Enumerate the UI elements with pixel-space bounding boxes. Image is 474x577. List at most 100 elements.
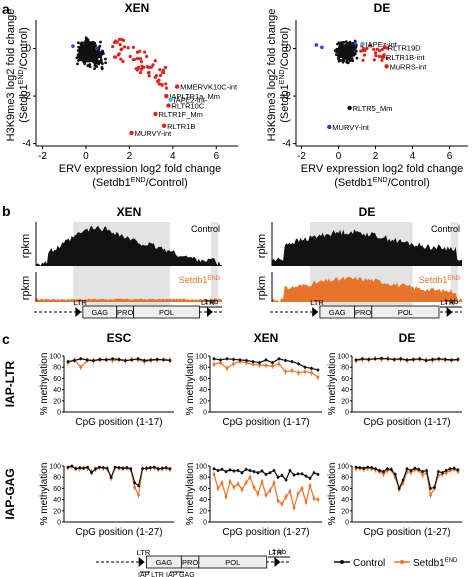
schematic-box	[198, 555, 268, 569]
y-tick-label: 60	[199, 486, 207, 493]
track-label-setdb1: Setdb1END	[179, 275, 221, 285]
x-axis-label: CpG position (1-27)	[363, 527, 450, 538]
methylation-point	[409, 469, 413, 472]
methylation-point	[304, 501, 308, 504]
ltr-arrow-right	[446, 307, 453, 317]
methylation-point	[288, 469, 292, 472]
track-label-setdb1: Setdb1END	[419, 275, 461, 285]
labeled-point	[380, 54, 386, 60]
methylation-point	[224, 470, 228, 473]
methylation-point	[367, 357, 371, 361]
scatter-point-black	[353, 39, 357, 43]
panel-label-c: c	[2, 331, 10, 347]
methylation-point	[397, 487, 401, 490]
methylation-point	[284, 478, 288, 482]
scatter-point-black	[98, 44, 102, 48]
y-tick-label: 80	[53, 365, 61, 372]
panel-a-y-axis-label: H3K9me3 log2 fold change	[5, 9, 17, 142]
methylation-point	[264, 364, 268, 367]
methylation-point	[264, 493, 268, 497]
legend-label-setdb1: Setdb1END	[413, 558, 458, 569]
methylation-point	[310, 371, 313, 375]
methylation-point	[251, 363, 255, 366]
scatter-point-black	[84, 56, 88, 60]
methylation-point	[220, 481, 224, 485]
scatter-point-red	[120, 47, 124, 51]
scatter-point-black	[80, 41, 84, 45]
y-axis-label: % methylation	[39, 353, 50, 416]
y-tick-label: 0	[285, 44, 291, 55]
track-title: XEN	[117, 205, 142, 219]
methylation-point	[308, 484, 312, 487]
scatter-point-red	[118, 42, 122, 47]
scatter-point-red	[372, 47, 376, 51]
amplicon-gag-label: IAP GAG	[166, 572, 195, 577]
scatter-point-black	[77, 55, 81, 59]
scatter-point-black	[97, 59, 101, 63]
x-axis-label: CpG position (1-17)	[75, 417, 162, 428]
methylation-point	[382, 470, 385, 473]
methylation-point	[358, 466, 362, 470]
track-y-label: rpkm	[256, 276, 268, 300]
row-title: IAP-LTR	[3, 360, 17, 407]
coverage-control	[272, 229, 462, 266]
methylation-point	[238, 358, 242, 362]
column-title: DE	[399, 331, 416, 345]
methylation-point	[271, 361, 274, 365]
methylation-point	[429, 493, 432, 497]
methylation-point	[354, 358, 358, 362]
scatter-point-black	[96, 53, 100, 56]
methylation-point	[240, 488, 244, 491]
y-tick-label: 20	[341, 398, 349, 405]
scatter-point-red	[151, 63, 155, 67]
scatter-point-red	[377, 54, 381, 58]
scatter-point-red	[149, 65, 154, 69]
methylation-point	[296, 472, 300, 476]
scatter-title: XEN	[125, 1, 150, 15]
labeled-point	[327, 124, 332, 130]
methylation-point	[370, 466, 374, 470]
methylation-point	[137, 493, 141, 497]
scatter-point-blue	[71, 44, 75, 48]
methylation-point	[245, 359, 248, 362]
scatter-point-black	[101, 51, 105, 55]
y-tick-label: 100	[49, 354, 61, 361]
y-tick-label: 60	[341, 376, 349, 383]
methylation-point	[277, 357, 281, 361]
methylation-point	[148, 466, 152, 470]
scatter-point-blue	[320, 45, 324, 50]
scatter-point-black	[104, 61, 108, 65]
scatter-point-black	[341, 59, 345, 63]
methylation-point	[401, 478, 405, 482]
methylation-point	[405, 467, 409, 471]
y-tick-label: -4	[22, 139, 31, 150]
methylation-point	[443, 357, 447, 361]
scatter-point-red	[139, 60, 144, 64]
methylation-point	[258, 363, 261, 367]
methylation-point	[212, 363, 216, 366]
scatter-point-red	[117, 37, 122, 42]
point-label: RLTR1F_Mm	[158, 110, 202, 119]
methylation-point	[168, 359, 172, 362]
methylation-point	[219, 361, 222, 365]
schematic-box-label: GAG	[91, 308, 108, 317]
point-label: RLTR1B-int	[386, 53, 426, 62]
methylation-point	[232, 469, 236, 473]
scatter-point-red	[139, 67, 144, 71]
scatter-point-red	[362, 46, 366, 51]
x-axis-label: CpG position (1-17)	[222, 417, 309, 428]
scatter-point-black	[79, 58, 83, 62]
y-tick-label: 100	[195, 464, 207, 471]
labeled-point	[129, 130, 134, 136]
methylation-point	[256, 492, 260, 496]
schematic-ltr-label: LTR	[441, 298, 455, 307]
point-label: RLTR5_Mm	[353, 104, 393, 113]
legend-marker-setdb1	[400, 560, 404, 564]
methylation-point	[98, 357, 102, 361]
methylation-point	[444, 471, 448, 475]
y-tick-label: 40	[199, 387, 207, 394]
methylation-point	[288, 489, 292, 493]
schematic-ltr-label: LTR	[201, 298, 215, 307]
methylation-point	[310, 366, 313, 370]
scatter-point-black	[340, 41, 344, 45]
